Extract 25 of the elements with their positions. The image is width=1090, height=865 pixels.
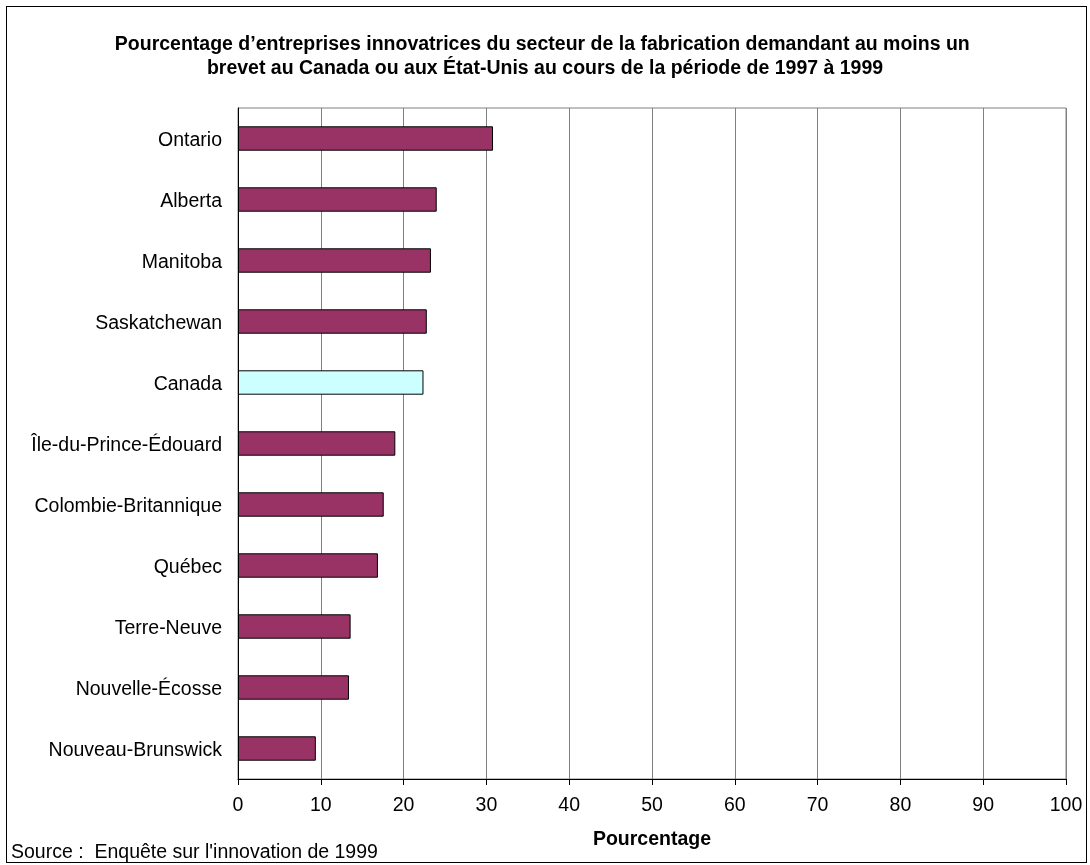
y-tick-label: Colombie-Britannique — [34, 493, 222, 516]
y-tick-label: Canada — [153, 371, 223, 394]
x-tick-label: 40 — [558, 793, 581, 815]
y-tick-label: Alberta — [160, 188, 223, 211]
x-axis-title: Pourcentage — [592, 827, 712, 849]
x-tick-label: 0 — [232, 793, 244, 815]
source-note: Source : Enquête sur l'innovation de 1999 — [11, 840, 378, 862]
x-tick-label: 50 — [641, 793, 663, 815]
y-tick-label: Île-du-Prince-Édouard — [30, 432, 222, 455]
y-tick-label: Québec — [153, 554, 223, 577]
x-tick-label: 80 — [889, 793, 912, 815]
x-tick-label: 30 — [475, 793, 498, 815]
x-tick-label: 20 — [392, 793, 415, 815]
y-tick-label: Ontario — [158, 127, 223, 150]
y-tick-label: Nouvelle-Écosse — [75, 676, 222, 699]
x-tick-label: 70 — [806, 793, 829, 815]
chart-title: Pourcentage d’entreprises innovatrices du secteur de la fabrication demandant au moins un brevet au Canada ou aux État-Unis au cours de la période de 1997 à 1999 — [114, 32, 976, 78]
y-tick-label: Manitoba — [141, 249, 223, 272]
x-tick-label: 100 — [1049, 793, 1083, 815]
y-tick-label: Nouveau-Brunswick — [48, 737, 223, 760]
x-tick-label: 60 — [723, 793, 746, 815]
x-tick-label: 90 — [972, 793, 995, 815]
y-tick-label: Terre-Neuve — [114, 615, 222, 638]
x-tick-label: 10 — [309, 793, 332, 815]
y-tick-label: Saskatchewan — [95, 310, 222, 333]
